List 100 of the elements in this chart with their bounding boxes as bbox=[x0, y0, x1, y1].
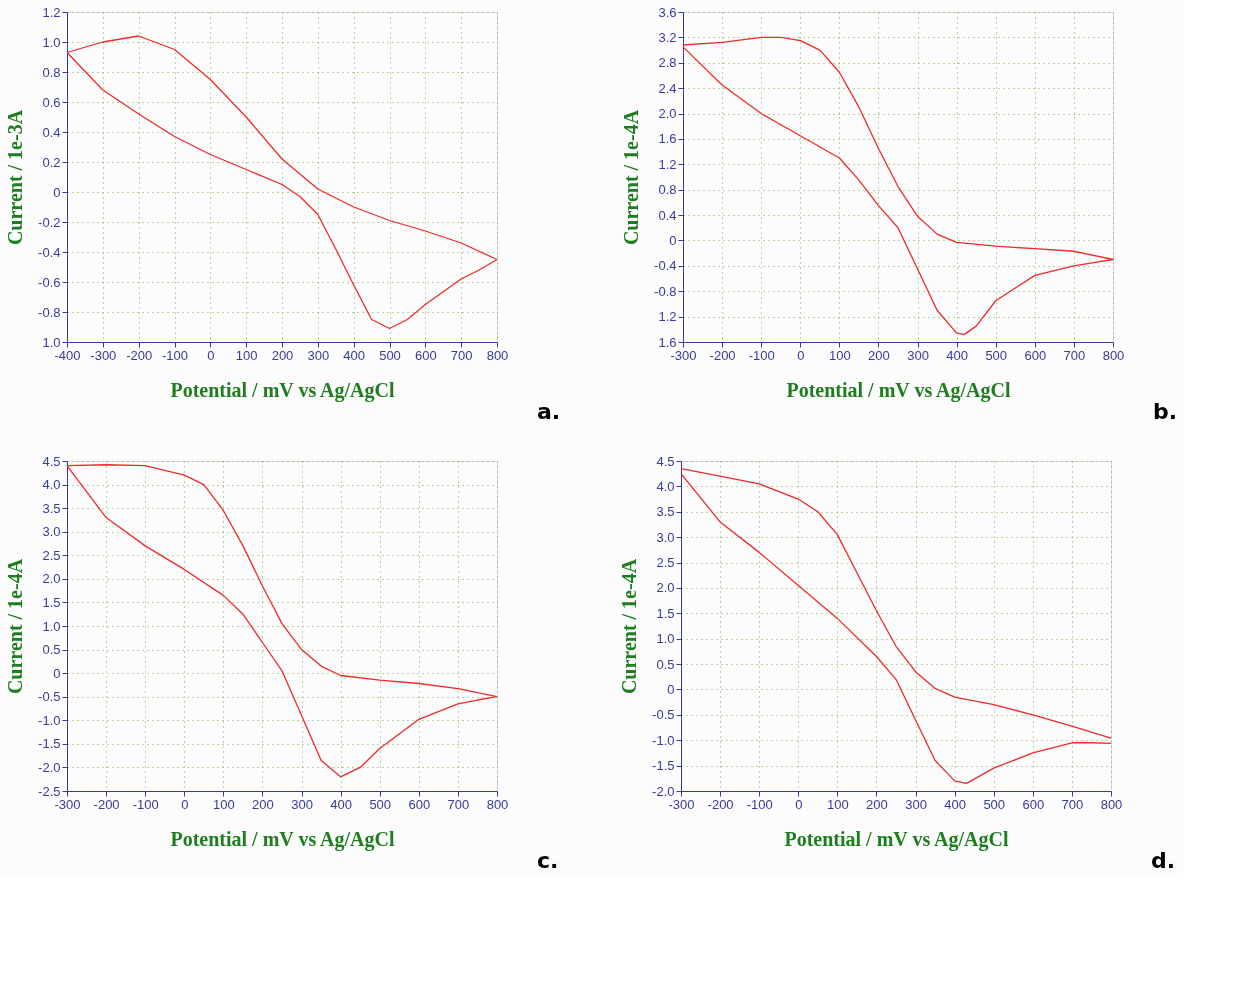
y-tick-label: 0.4 bbox=[42, 124, 61, 140]
y-tick-label: 0 bbox=[53, 665, 61, 681]
text: b. bbox=[1153, 399, 1178, 424]
y-tick-label: 4.5 bbox=[656, 453, 675, 469]
text: d. bbox=[1151, 848, 1176, 873]
y-tick-label: -1.5 bbox=[652, 758, 675, 774]
x-tick-label: 500 bbox=[985, 347, 1008, 363]
x-tick-label: 400 bbox=[330, 796, 352, 812]
x-tick-label: 300 bbox=[307, 347, 330, 363]
x-tick-label: 500 bbox=[369, 796, 392, 812]
y-tick-label: 0.5 bbox=[656, 656, 675, 672]
x-tick-label: 100 bbox=[827, 796, 849, 812]
x-tick-label: -100 bbox=[746, 796, 773, 812]
x-tick-label: 0 bbox=[795, 796, 803, 812]
y-tick-label: 2.5 bbox=[656, 555, 675, 571]
x-tick-label: -100 bbox=[161, 347, 189, 363]
x-tick-label: 700 bbox=[447, 796, 470, 812]
y-tick-label: 3.0 bbox=[656, 529, 675, 545]
y-tick-label: 3.5 bbox=[42, 500, 61, 516]
y-tick-label: -0.4 bbox=[654, 258, 677, 274]
y-tick-label: 0 bbox=[667, 681, 675, 697]
x-tick-label: 200 bbox=[866, 796, 888, 812]
x-tick-label: -100 bbox=[132, 796, 159, 812]
y-tick-label: 2.0 bbox=[42, 571, 61, 587]
y-tick-label: -0.5 bbox=[38, 689, 61, 705]
y-tick-label: 0.8 bbox=[42, 64, 61, 80]
x-tick-label: -200 bbox=[707, 796, 734, 812]
y-tick-label: -1.5 bbox=[38, 736, 61, 752]
y-tick-label: 3.5 bbox=[656, 504, 675, 520]
x-tick-label: 800 bbox=[486, 796, 509, 812]
y-tick-label: 3.2 bbox=[658, 29, 677, 45]
y-tick-label: -2.5 bbox=[38, 783, 61, 799]
y-tick-label: -0.6 bbox=[38, 274, 61, 290]
y-tick-label: 1.2 bbox=[658, 156, 677, 172]
y-axis-title: Current / 1e-4A bbox=[620, 109, 643, 246]
x-tick-label: 400 bbox=[944, 796, 966, 812]
x-tick-label: -300 bbox=[90, 347, 117, 363]
y-tick-label: 2.0 bbox=[656, 580, 675, 596]
y-tick-label: 0 bbox=[53, 184, 61, 200]
x-tick-label: 500 bbox=[983, 796, 1006, 812]
y-tick-label: 2.4 bbox=[658, 80, 677, 96]
x-tick-label: 400 bbox=[343, 347, 366, 363]
y-tick-label: 2.0 bbox=[658, 106, 677, 122]
y-axis-title: Current / 1e-4A bbox=[618, 558, 641, 695]
y-tick-label: 1.6 bbox=[658, 334, 677, 350]
y-tick-label: 0.8 bbox=[658, 182, 677, 198]
y-tick-label: -0.8 bbox=[654, 283, 677, 299]
x-tick-label: -300 bbox=[54, 796, 81, 812]
y-tick-label: -0.5 bbox=[652, 707, 675, 723]
x-tick-label: 0 bbox=[797, 347, 805, 363]
x-tick-label: 300 bbox=[905, 796, 927, 812]
y-tick-label: -2.0 bbox=[38, 759, 61, 775]
text: a. bbox=[537, 399, 561, 424]
y-tick-label: 1.0 bbox=[42, 618, 61, 634]
y-axis-title: Current / 1e-3A bbox=[4, 109, 27, 246]
x-tick-label: 800 bbox=[486, 347, 509, 363]
y-tick-label: -1.0 bbox=[652, 732, 675, 748]
x-tick-label: 300 bbox=[291, 796, 313, 812]
x-tick-label: 0 bbox=[181, 796, 189, 812]
y-tick-label: -0.2 bbox=[38, 214, 61, 230]
x-tick-label: -400 bbox=[54, 347, 81, 363]
x-tick-label: 800 bbox=[1100, 796, 1123, 812]
x-tick-label: -200 bbox=[93, 796, 120, 812]
x-tick-label: -300 bbox=[668, 796, 695, 812]
x-tick-label: -200 bbox=[709, 347, 736, 363]
x-axis-title: Potential / mV vs Ag/AgCl bbox=[784, 827, 1009, 851]
y-tick-label: 1.2 bbox=[42, 4, 61, 20]
y-tick-label: 3.0 bbox=[42, 524, 61, 540]
y-tick-label: 2.8 bbox=[658, 55, 677, 71]
y-tick-label: 1.2 bbox=[658, 309, 677, 325]
y-tick-label: 3.6 bbox=[658, 4, 677, 20]
x-tick-label: 600 bbox=[408, 796, 431, 812]
x-tick-label: 100 bbox=[235, 347, 258, 363]
x-tick-label: -200 bbox=[126, 347, 153, 363]
y-tick-label: 1.5 bbox=[656, 605, 675, 621]
y-tick-label: 0.5 bbox=[42, 642, 61, 658]
x-tick-label: 500 bbox=[379, 347, 401, 363]
y-tick-label: 1.6 bbox=[658, 131, 677, 147]
text: c. bbox=[537, 848, 559, 873]
x-axis-title: Potential / mV vs Ag/AgCl bbox=[170, 827, 395, 851]
x-tick-label: 200 bbox=[252, 796, 274, 812]
y-tick-label: 2.5 bbox=[42, 547, 61, 563]
y-tick-label: 0.6 bbox=[42, 94, 61, 110]
y-tick-label: 0 bbox=[669, 232, 677, 248]
y-tick-label: -0.8 bbox=[38, 304, 61, 320]
y-tick-label: 4.0 bbox=[42, 477, 61, 493]
y-tick-label: 0.2 bbox=[42, 154, 61, 170]
y-tick-label: 4.5 bbox=[42, 453, 61, 469]
x-tick-label: 300 bbox=[907, 347, 929, 363]
x-tick-label: 700 bbox=[1063, 347, 1086, 363]
x-tick-label: -100 bbox=[748, 347, 775, 363]
x-tick-label: 700 bbox=[1061, 796, 1084, 812]
y-axis-title: Current / 1e-4A bbox=[4, 558, 27, 695]
x-tick-label: 100 bbox=[213, 796, 235, 812]
y-tick-label: 1.5 bbox=[42, 594, 61, 610]
x-tick-label: 600 bbox=[414, 347, 437, 363]
y-tick-label: 1.0 bbox=[42, 334, 61, 350]
x-tick-label: 600 bbox=[1024, 347, 1047, 363]
x-tick-label: 800 bbox=[1102, 347, 1125, 363]
y-tick-label: -0.4 bbox=[38, 244, 61, 260]
